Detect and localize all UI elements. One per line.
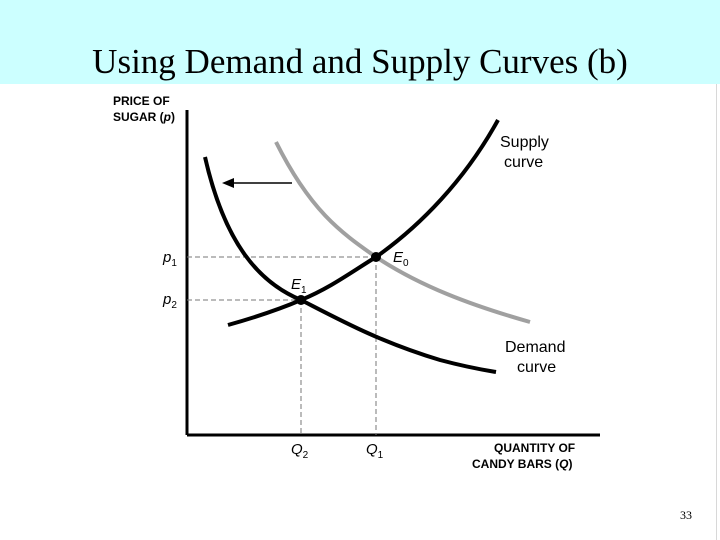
y-axis-label-line1: PRICE OF xyxy=(113,94,170,108)
shift-arrow-head xyxy=(222,178,234,188)
demand-curve-label-line2: curve xyxy=(517,359,556,376)
e1-label: E1 xyxy=(291,276,307,296)
e0-label: E0 xyxy=(393,249,409,269)
q2-label: Q2 xyxy=(291,441,309,461)
demand-curve-label-line1: Demand xyxy=(505,339,565,356)
supply-curve-label-line2: curve xyxy=(504,154,543,171)
equilibrium-point-e1 xyxy=(296,295,306,305)
p1-label: p1 xyxy=(162,249,177,269)
supply-curve xyxy=(227,119,500,327)
x-axis-label-line2: CANDY BARS (Q) xyxy=(472,457,572,471)
p2-label: p2 xyxy=(162,291,177,311)
y-axis-label-line2: SUGAR (p) xyxy=(113,110,175,124)
page-number: 33 xyxy=(680,508,692,522)
new-demand-curve xyxy=(203,156,497,374)
x-axis-label-line1: QUANTITY OF xyxy=(494,441,575,455)
supply-curve-label-line1: Supply xyxy=(500,134,549,151)
slide-right-border xyxy=(716,84,717,540)
title-band xyxy=(0,0,720,84)
slide-title: Using Demand and Supply Curves (b) xyxy=(92,42,628,81)
q1-label: Q1 xyxy=(366,441,384,461)
equilibrium-point-e0 xyxy=(371,252,381,262)
